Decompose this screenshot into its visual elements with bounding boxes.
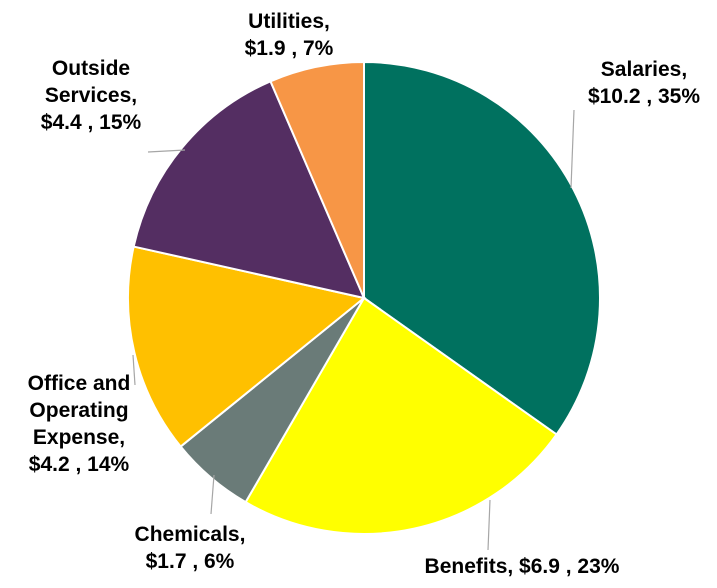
pie-slice-salaries xyxy=(363,60,601,436)
pie-slice-utilities xyxy=(269,60,365,299)
data-label-line: $10.2 , 35% xyxy=(588,85,700,108)
leader-line-benefits xyxy=(487,499,491,551)
data-label-chemicals: Chemicals, $1.7 , 6% xyxy=(135,523,246,573)
data-label-salaries: Salaries, $10.2 , 35% xyxy=(588,58,700,108)
data-label-line: $4.4 , 15% xyxy=(41,111,142,134)
data-label-line: Services, xyxy=(45,84,137,107)
leader-line-office-and-operating-expense xyxy=(132,354,136,386)
data-label-utilities: Utilities, $1.9 , 7% xyxy=(245,10,334,60)
leader-line-salaries xyxy=(570,109,575,189)
data-label-line: $1.7 , 6% xyxy=(146,550,235,573)
data-label-office-and-operating-expense: Office and Operating Expense, $4.2 , 14% xyxy=(28,372,131,476)
data-label-line: Expense, xyxy=(33,426,125,449)
data-label-line: Chemicals, xyxy=(135,523,246,546)
data-label-line: Office and xyxy=(28,372,131,395)
pie-slice-outside-services xyxy=(132,80,366,300)
data-label-line: $4.2 , 14% xyxy=(29,453,130,476)
leader-lines-layer xyxy=(132,109,575,551)
pie-slice-benefits xyxy=(244,296,558,536)
data-labels-layer: Salaries, $10.2 , 35% Benefits, $6.9 , 23%… xyxy=(28,10,701,578)
leader-line-outside-services xyxy=(147,149,186,153)
data-label-line: $1.9 , 7% xyxy=(245,37,334,60)
data-label-line: Operating xyxy=(29,399,128,422)
pie-slice-office-and-operating-expense xyxy=(127,245,367,448)
data-label-outside-services: Outside Services, $4.4 , 15% xyxy=(41,57,142,134)
data-label-line: Utilities, xyxy=(248,10,330,33)
data-label-line: Outside xyxy=(52,57,130,80)
data-label-benefits: Benefits, $6.9 , 23% xyxy=(425,555,620,578)
slices-layer xyxy=(127,60,601,536)
data-label-line: Benefits, $6.9 , 23% xyxy=(425,555,620,578)
data-label-line: Salaries, xyxy=(601,58,687,81)
leader-line-chemicals xyxy=(210,474,215,515)
